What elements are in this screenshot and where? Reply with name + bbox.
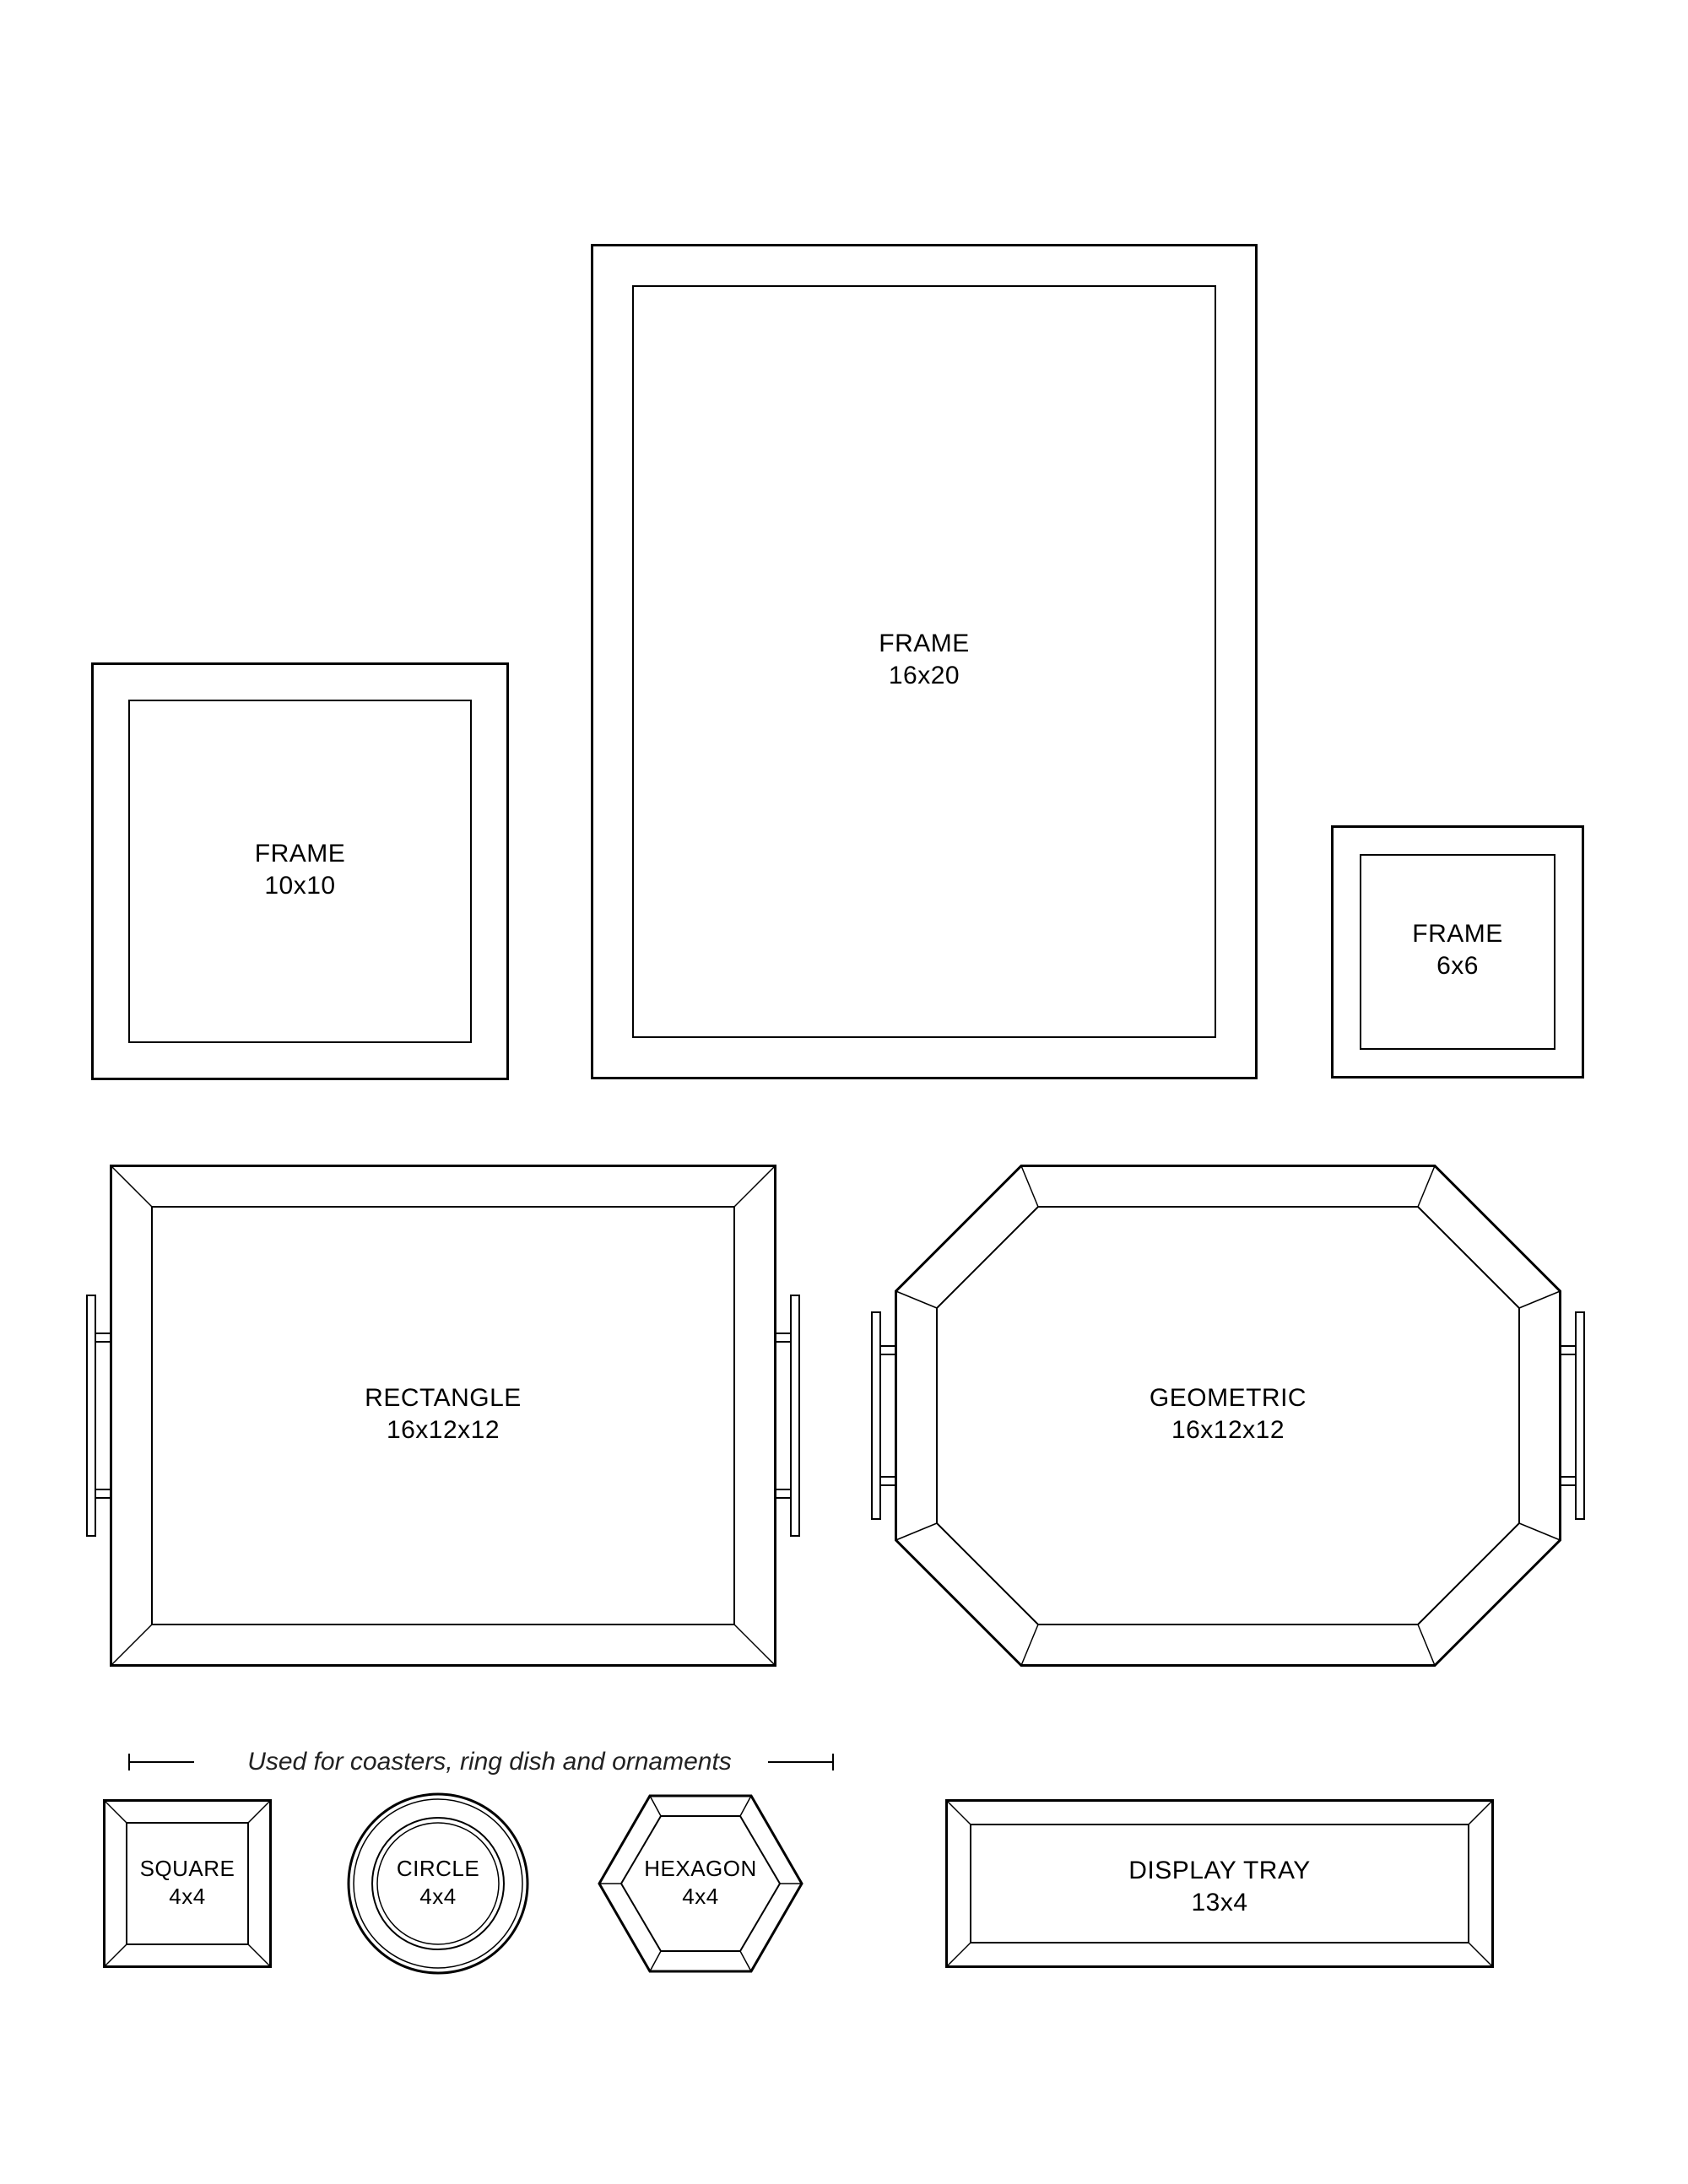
- tray-handle-right: [776, 1295, 799, 1536]
- label-size: 16x12x12: [895, 1414, 1561, 1446]
- note-text: Used for coasters, ring dish and ornamen…: [169, 1748, 810, 1776]
- frame-10x10-label: FRAME 10x10: [91, 838, 509, 901]
- frame-6x6-label: FRAME 6x6: [1331, 918, 1584, 981]
- tray-rectangle-label: RECTANGLE 16x12x12: [110, 1382, 776, 1446]
- label-title: FRAME: [591, 628, 1258, 660]
- label-size: 4x4: [598, 1883, 803, 1911]
- label-size: 4x4: [345, 1883, 531, 1911]
- label-title: CIRCLE: [345, 1855, 531, 1883]
- display-tray-label: DISPLAY TRAY 13x4: [945, 1855, 1494, 1918]
- label-title: GEOMETRIC: [895, 1382, 1561, 1414]
- label-size: 10x10: [91, 870, 509, 902]
- label-size: 16x12x12: [110, 1414, 776, 1446]
- label-title: SQUARE: [103, 1855, 272, 1883]
- frame-16x20-label: FRAME 16x20: [591, 628, 1258, 691]
- label-title: FRAME: [91, 838, 509, 870]
- tray-handle-right: [1561, 1312, 1584, 1519]
- label-size: 4x4: [103, 1883, 272, 1911]
- label-title: DISPLAY TRAY: [945, 1855, 1494, 1887]
- diagram-canvas: FRAME 16x20 FRAME 10x10 FRAME 6x6: [0, 0, 1688, 2184]
- label-title: HEXAGON: [598, 1855, 803, 1883]
- label-size: 13x4: [945, 1887, 1494, 1919]
- coaster-square-label: SQUARE 4x4: [103, 1855, 272, 1910]
- tray-geometric-label: GEOMETRIC 16x12x12: [895, 1382, 1561, 1446]
- label-size: 6x6: [1331, 950, 1584, 982]
- label-size: 16x20: [591, 660, 1258, 692]
- coaster-circle-label: CIRCLE 4x4: [345, 1855, 531, 1910]
- label-title: FRAME: [1331, 918, 1584, 950]
- label-title: RECTANGLE: [110, 1382, 776, 1414]
- tray-handle-left: [872, 1312, 895, 1519]
- coaster-hexagon-label: HEXAGON 4x4: [598, 1855, 803, 1910]
- tray-handle-left: [87, 1295, 110, 1536]
